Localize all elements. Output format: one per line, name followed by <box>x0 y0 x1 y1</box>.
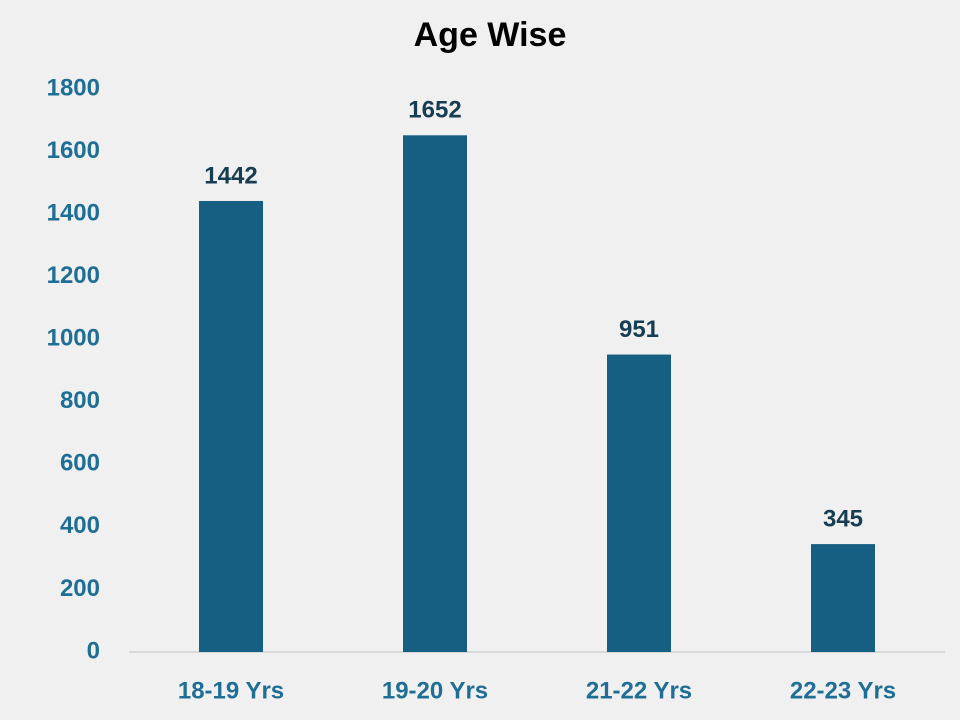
y-tick-label: 1200 <box>47 262 100 289</box>
value-label: 1652 <box>408 97 461 124</box>
x-tick-label: 18-19 Yrs <box>178 677 284 704</box>
y-tick-label: 0 <box>87 637 100 664</box>
y-tick-label: 400 <box>60 512 100 539</box>
value-label: 1442 <box>204 162 257 189</box>
y-tick-label: 1800 <box>47 74 100 101</box>
bar <box>199 200 263 653</box>
y-tick-label: 1600 <box>47 137 100 164</box>
y-tick-label: 600 <box>60 450 100 477</box>
value-label: 345 <box>823 505 863 532</box>
bar <box>607 354 671 652</box>
value-label: 951 <box>619 316 659 343</box>
y-tick-label: 800 <box>60 387 100 414</box>
bar <box>811 544 875 652</box>
y-tick-label: 200 <box>60 575 100 602</box>
x-tick-label: 19-20 Yrs <box>382 677 488 704</box>
y-tick-label: 1400 <box>47 199 100 226</box>
bar <box>403 135 467 652</box>
y-tick-label: 1000 <box>47 325 100 352</box>
x-tick-label: 22-23 Yrs <box>790 677 896 704</box>
x-tick-label: 21-22 Yrs <box>586 677 692 704</box>
chart-title: Age Wise <box>414 16 567 54</box>
